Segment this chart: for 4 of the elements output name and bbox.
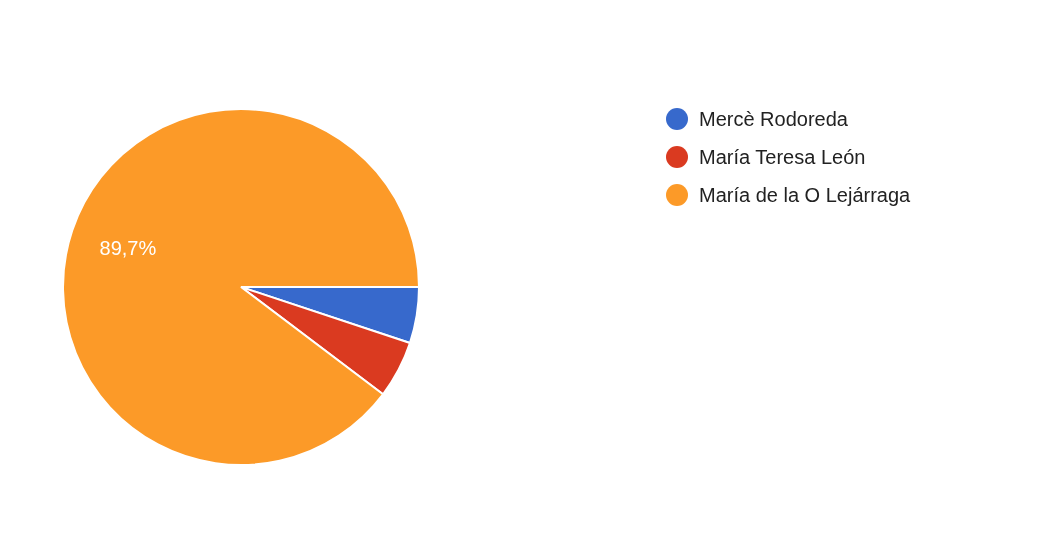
legend-label: María de la O Lejárraga (699, 183, 912, 206)
data-label: 89,7% (99, 236, 157, 259)
legend-label: Mercè Rodoreda (699, 107, 849, 130)
legend-label: María Teresa León (699, 145, 866, 168)
